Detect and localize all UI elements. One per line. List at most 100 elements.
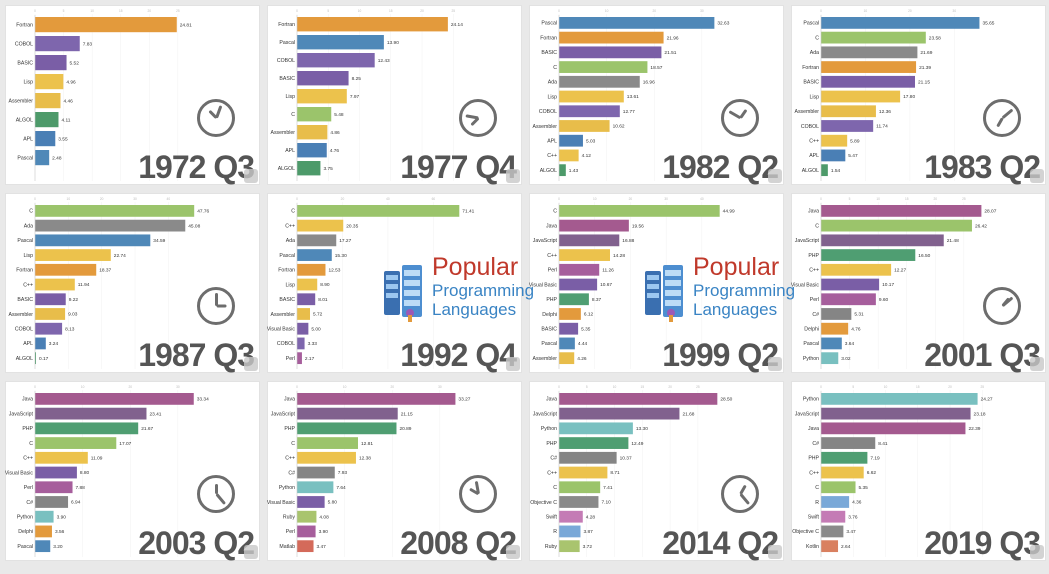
category-label: JavaScript — [533, 411, 558, 417]
category-label: JavaScript — [795, 238, 820, 244]
value-label: 11.74 — [876, 124, 888, 130]
value-label: 16.50 — [918, 253, 930, 259]
bar-pascal — [821, 17, 980, 29]
tick-label: 5 — [586, 385, 588, 389]
bar-perl — [297, 525, 316, 538]
value-label: 12.81 — [361, 441, 373, 447]
bar-ada — [297, 234, 337, 247]
tick-label: 0 — [820, 9, 822, 13]
category-label: C — [291, 112, 295, 118]
category-label: Fortran — [16, 268, 33, 274]
category-label: Ada — [548, 80, 557, 86]
tick-label: 10 — [343, 385, 347, 389]
value-label: 34.59 — [153, 238, 165, 244]
bar-c++ — [821, 466, 864, 479]
bar-swift — [821, 510, 846, 523]
value-label: 0.17 — [39, 356, 49, 362]
category-label: APL — [23, 136, 33, 142]
value-label: 21.51 — [664, 50, 676, 56]
tick-label: 40 — [700, 197, 704, 201]
tick-label: 0 — [558, 9, 560, 13]
category-label: C# — [26, 500, 33, 506]
value-label: 7.64 — [336, 485, 346, 491]
chart-panel-1982-Q2: 0 10 20 30 Pascal 32.63 Fortran 21.96 BASIC 21.51… — [529, 5, 784, 185]
category-label: C# — [812, 312, 819, 318]
category-label: Visual Basic — [529, 282, 557, 288]
value-label: 21.39 — [919, 65, 931, 71]
bar-php — [297, 422, 397, 435]
tick-label: 20 — [948, 385, 952, 389]
value-label: 4.28 — [586, 514, 596, 520]
tick-label: 30 — [176, 385, 180, 389]
bar-javascript — [821, 407, 971, 420]
category-label: Ada — [24, 223, 33, 229]
bar-apl — [559, 134, 583, 147]
value-label: 10.37 — [620, 456, 632, 462]
bar-java — [821, 205, 982, 217]
bar-assembler — [559, 352, 575, 365]
category-label: C++ — [547, 253, 557, 259]
clock-icon — [721, 99, 759, 137]
clock-minute-hand — [214, 493, 226, 505]
category-label: Lisp — [809, 94, 819, 100]
tick-label: 5 — [849, 197, 851, 201]
tick-label: 10 — [613, 385, 617, 389]
bar-basic — [35, 55, 67, 71]
value-label: 5.52 — [70, 60, 80, 66]
value-label: 23.18 — [974, 411, 986, 417]
category-label: Ada — [810, 50, 819, 56]
bar-c# — [821, 308, 852, 320]
tick-label: 15 — [905, 197, 909, 201]
value-label: 1.43 — [569, 168, 579, 174]
tick-label: 20 — [629, 197, 633, 201]
clock-icon — [459, 99, 497, 137]
bar-c — [559, 205, 720, 217]
value-label: 7.88 — [76, 485, 86, 491]
bar-javascript — [821, 234, 944, 247]
tick-label: 25 — [696, 385, 700, 389]
tick-label: 10 — [864, 9, 868, 13]
bar-fortran — [35, 17, 177, 33]
category-label: C++ — [547, 153, 557, 159]
value-label: 26.42 — [975, 223, 987, 229]
category-label: Fortran — [278, 268, 295, 274]
category-label: COBOL — [539, 109, 557, 115]
tick-label: 0 — [296, 197, 298, 201]
bar-chart: 0 10 20 30 Pascal 35.65 C 23.58 Ada 21.69 Fortran 2… — [794, 9, 995, 181]
bar-perl — [821, 293, 876, 306]
corner-icon — [244, 545, 258, 559]
bar-perl — [35, 481, 73, 494]
bar-java — [559, 393, 718, 405]
period-label: 1992 Q4 — [400, 337, 517, 373]
category-label: PHP — [808, 456, 819, 462]
chart-panel-1983-Q2: 0 10 20 30 Pascal 35.65 C 23.58 Ada 21.69 Fortran 2… — [791, 5, 1046, 185]
bar-pascal — [35, 234, 151, 247]
value-label: 21.69 — [920, 50, 932, 56]
category-label: Visual Basic — [267, 500, 295, 506]
value-label: 5.47 — [848, 153, 858, 159]
period-label: 2019 Q3 — [924, 525, 1041, 561]
value-label: 16.88 — [622, 238, 634, 244]
category-label: Java — [546, 397, 557, 403]
bar-algol — [35, 112, 59, 128]
bar-javascript — [559, 234, 620, 247]
category-label: Fortran — [802, 65, 819, 71]
value-label: 10.67 — [600, 282, 612, 288]
category-label: PHP — [546, 297, 557, 303]
bar-basic — [559, 322, 579, 335]
bar-assembler — [35, 93, 61, 109]
value-label: 8.90 — [320, 282, 330, 288]
bar-visual-basic — [559, 278, 598, 291]
bar-c — [821, 219, 972, 232]
bar-python — [35, 510, 54, 523]
value-label: 8.80 — [80, 470, 90, 476]
tick-label: 15 — [389, 9, 393, 13]
value-label: 15.30 — [335, 253, 347, 259]
value-label: 12.53 — [328, 268, 340, 274]
category-label: BASIC — [17, 297, 33, 303]
tick-label: 20 — [128, 385, 132, 389]
value-label: 4.76 — [851, 326, 861, 332]
bar-c# — [821, 437, 876, 449]
category-label: COBOL — [15, 327, 33, 333]
bar-fortran — [297, 17, 448, 32]
